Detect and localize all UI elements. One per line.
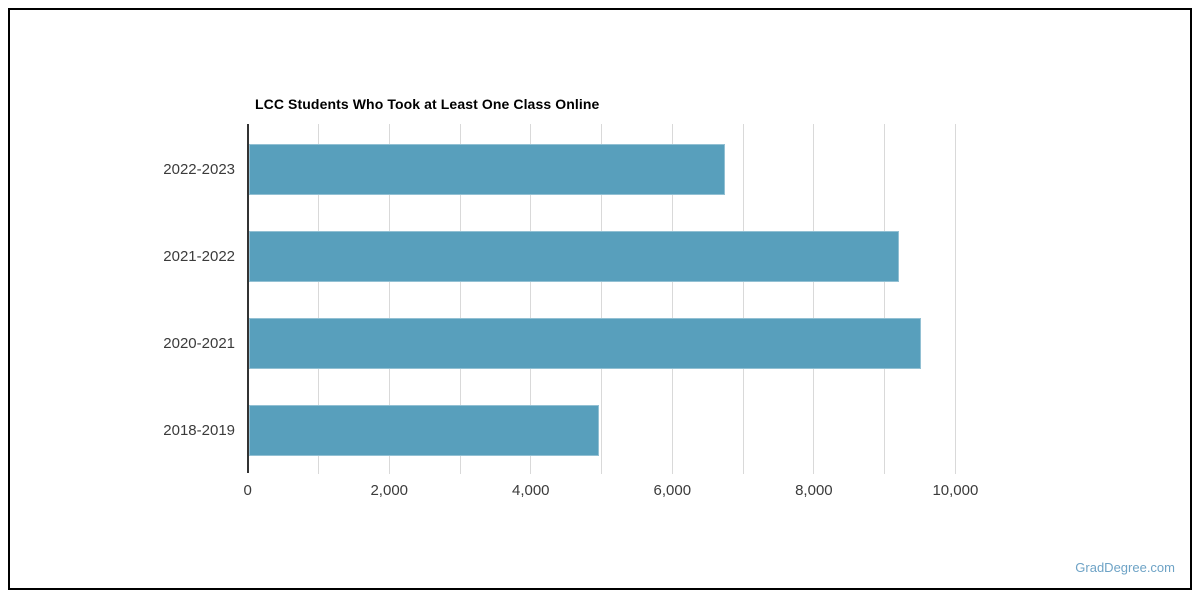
- y-axis-label: 2022-2023: [163, 160, 235, 178]
- y-axis-label: 2020-2021: [163, 334, 235, 352]
- y-axis-label: 2018-2019: [163, 421, 235, 439]
- x-axis-tick-label: 0: [243, 482, 252, 499]
- x-axis-tick-label: 6,000: [653, 482, 692, 499]
- y-axis-label: 2021-2022: [163, 247, 235, 265]
- gridline: [388, 124, 390, 474]
- gridline: [317, 124, 319, 474]
- chart-frame: LCC Students Who Took at Least One Class…: [8, 8, 1192, 590]
- bar-2022-2023[interactable]: [249, 144, 725, 195]
- bar-2020-2021[interactable]: [249, 318, 922, 369]
- watermark-link[interactable]: GradDegree.com: [1075, 560, 1175, 575]
- gridline: [671, 124, 673, 474]
- gridline: [884, 124, 886, 474]
- gridline: [742, 124, 744, 474]
- x-axis-tick-label: 2,000: [370, 482, 409, 499]
- chart-title: LCC Students Who Took at Least One Class…: [255, 96, 600, 112]
- gridline: [530, 124, 532, 474]
- y-axis-line: [246, 124, 249, 473]
- gridline: [813, 124, 815, 474]
- bar-2021-2022[interactable]: [249, 231, 900, 282]
- bar-2018-2019[interactable]: [249, 405, 600, 456]
- x-axis-tick-label: 4,000: [511, 482, 550, 499]
- x-axis-tick-label: 10,000: [932, 482, 979, 499]
- gridline: [459, 124, 461, 474]
- gridline: [601, 124, 603, 474]
- gridline: [954, 124, 956, 474]
- x-axis-tick-label: 8,000: [795, 482, 833, 499]
